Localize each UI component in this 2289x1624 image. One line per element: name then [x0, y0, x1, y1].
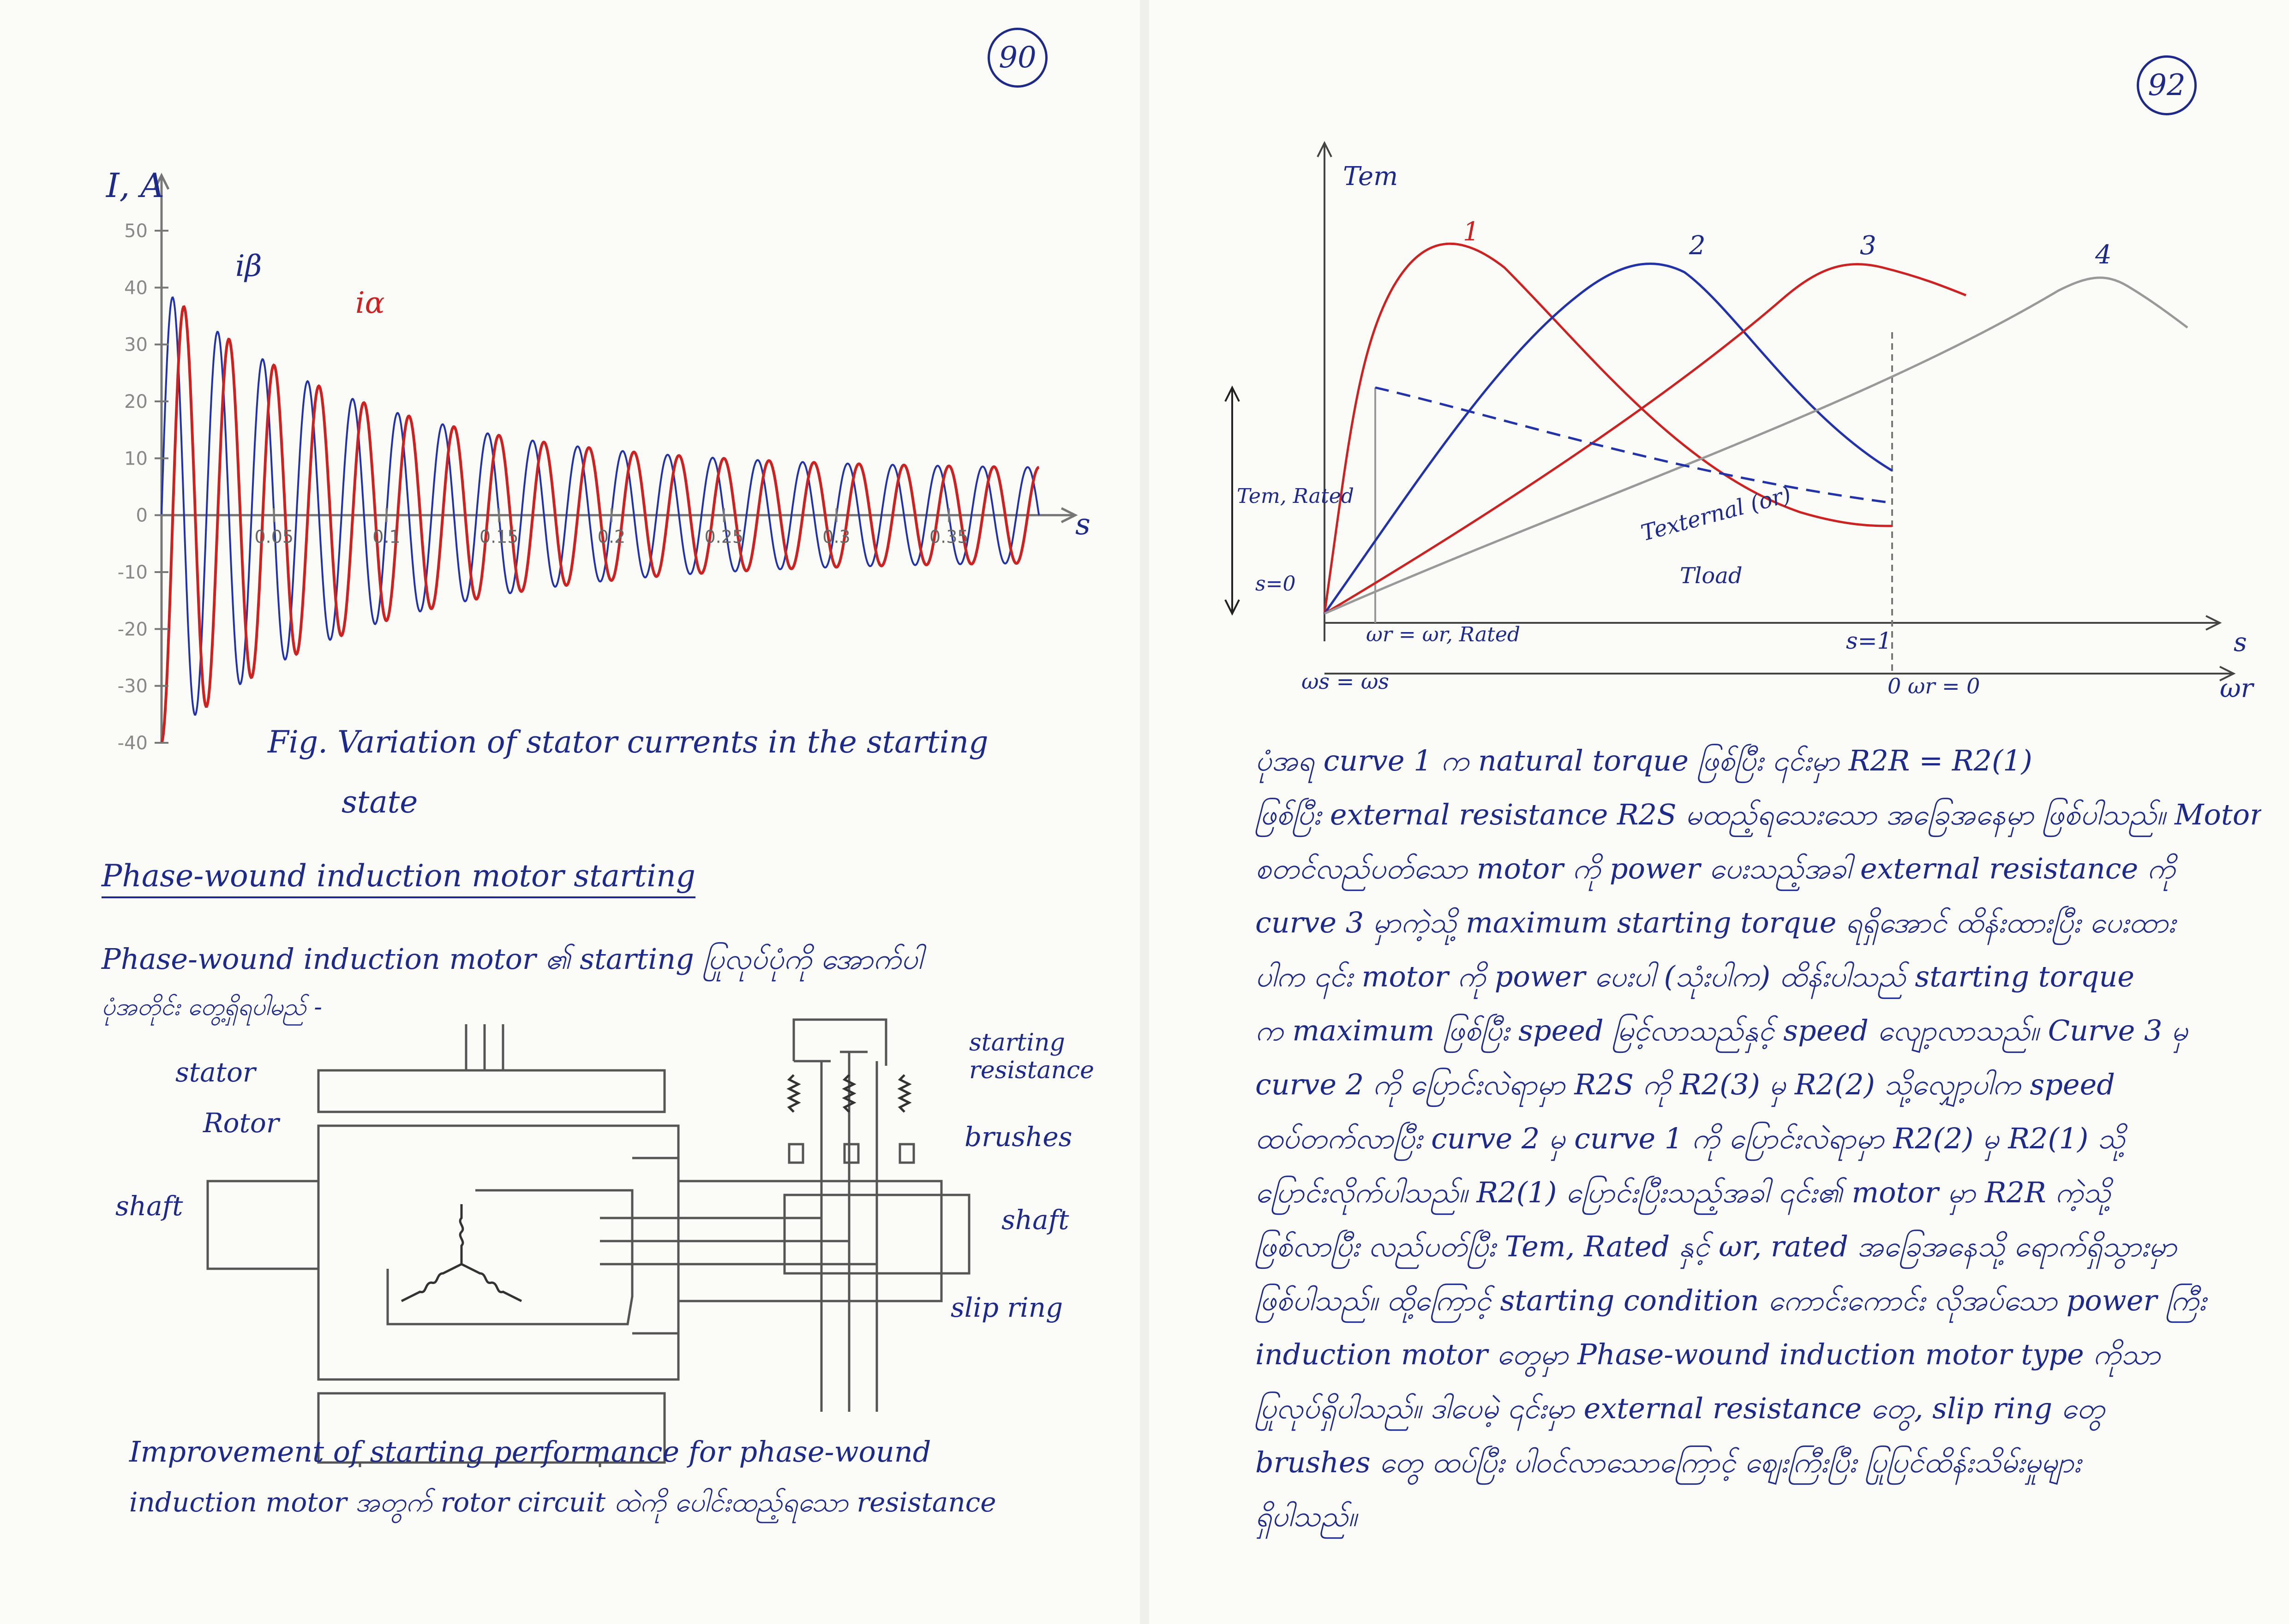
x-axis-arrow: [1061, 507, 1078, 523]
motor-diagram: [206, 1018, 971, 1467]
series-line-ibeta: [161, 296, 1040, 716]
curve-label-4: 4: [2095, 240, 2112, 270]
label-shaft-left: shaft: [115, 1190, 183, 1222]
intro-line2: ပုံအတိုင်း တွေ့ရှိရပါမည် -: [102, 993, 322, 1021]
curve-label-2: 2: [1689, 231, 1706, 261]
label-shaft-right: shaft: [1001, 1204, 1069, 1236]
x-tick-label: 0.3: [822, 527, 850, 547]
x-tick-label: 0.1: [372, 527, 400, 547]
y-tick-label: -30: [118, 676, 148, 697]
page-number-right: 92: [2137, 55, 2197, 115]
graph-xlabel-s: s: [2234, 627, 2247, 657]
x-tick-label: 0.05: [254, 527, 294, 547]
paragraph-line: ရှိပါသည်။: [1255, 1499, 1357, 1533]
paragraph-line: ဖြစ်ပြီး external resistance R2S မထည့်ရသ…: [1255, 798, 2261, 831]
label-ws: ωs = ωs: [1301, 669, 1390, 694]
x-tick-label: 0.2: [598, 527, 625, 547]
curve-label-3: 3: [1860, 231, 1876, 261]
right-page: [1149, 0, 2289, 1624]
paragraph-line: ဖြစ်လာပြီး လည်ပတ်ပြီး Tem, Rated နှင့် ω…: [1255, 1230, 2177, 1263]
paragraph-line: ပုံအရ curve 1 က natural torque ဖြစ်ပြီး …: [1255, 744, 2032, 777]
label-rotor: Rotor: [203, 1107, 279, 1139]
page-fold: [1140, 0, 1149, 1624]
paragraph-line: brushes တွေ ထပ်ပြီး ပါဝင်လာသောကြောင့် စျ…: [1255, 1445, 2081, 1479]
stator-current-chart: 50 40 30 20 10 0 -10 -20 -30 -40 0.05 0.1 0.15 0.2 0.2…: [118, 173, 1078, 754]
paragraph-line: ပါက ၎င်း motor ကို power ပေးပါ (သုံးပါက)…: [1255, 960, 2134, 993]
label-starting-resistance: starting resistance: [969, 1029, 1094, 1084]
paragraph-line: curve 3 မှာကဲ့သို့ maximum starting torq…: [1255, 906, 2176, 939]
torque-speed-graph: [1224, 141, 2236, 681]
graph-ylabel: Tem: [1343, 161, 1398, 191]
chart-ylabel: I, A: [106, 166, 165, 205]
paragraph-line: ထပ်တက်လာပြီး curve 2 မှ curve 1 ကို ပြော…: [1255, 1122, 2125, 1155]
y-tick-label: -10: [118, 562, 148, 583]
label-tem-rated: Tem, Rated: [1237, 484, 1354, 508]
paragraph-line: induction motor တွေမှာ Phase-wound induc…: [1255, 1337, 2161, 1371]
x-tick-label: 0.15: [479, 527, 519, 547]
chart-xlabel: s: [1075, 508, 1091, 542]
curve-label-1: 1: [1463, 217, 1480, 247]
y-tick-label: 50: [124, 221, 148, 242]
explanation-paragraph: ပုံအရ curve 1 က natural torque ဖြစ်ပြီး …: [1255, 734, 2261, 1543]
bottom-line2: induction motor အတွက် rotor circuit ထဲကိ…: [129, 1487, 996, 1518]
figure-caption-line2: state: [342, 784, 418, 820]
series-line-ialpha: [160, 305, 1040, 744]
y-tick-label: -40: [118, 733, 148, 754]
label-stator: stator: [175, 1057, 256, 1088]
label-wr0: 0 ωr = 0: [1888, 674, 1980, 699]
paragraph-line: က maximum ဖြစ်ပြီး speed မြင့်လာသည်နှင့်…: [1255, 1014, 2188, 1047]
intro-line1: Phase-wound induction motor ၏ starting ပ…: [102, 942, 923, 976]
series-label-ibeta: iβ: [235, 249, 262, 283]
y-tick-label: 0: [136, 505, 148, 526]
label-s0: s=0: [1255, 572, 1296, 596]
paragraph-line: ပြုလုပ်ရှိပါသည်။ ဒါပေမဲ့ ၎င်းမှာ externa…: [1255, 1391, 2105, 1425]
bottom-line1: Improvement of starting performance for …: [129, 1435, 931, 1469]
y-tick-label: 10: [124, 448, 148, 469]
label-s1: s=1: [1846, 627, 1892, 654]
x-tick-label: 0.25: [704, 527, 743, 547]
y-axis-arrow: [153, 173, 170, 190]
graph-xlabel-wr: ωr: [2220, 674, 2253, 704]
x-tick-label: 0.35: [929, 527, 969, 547]
label-slip-ring: slip ring: [951, 1292, 1063, 1323]
paragraph-line: စတင်လည်ပတ်သော motor ကို power ပေးသည့်အခါ…: [1255, 852, 2175, 885]
page-number-left: 90: [988, 28, 1048, 88]
y-tick-label: -20: [118, 619, 148, 640]
series-label-ialpha: iα: [355, 286, 385, 320]
label-brushes: brushes: [965, 1121, 1073, 1152]
left-page: [0, 0, 1140, 1624]
label-t-load: Tload: [1680, 563, 1743, 589]
paragraph-line: curve 2 ကို ပြောင်းလဲရာမှာ R2S ကို R2(3)…: [1255, 1068, 2115, 1101]
section-heading: Phase-wound induction motor starting: [102, 858, 695, 898]
figure-caption-line1: Fig. Variation of stator currents in the…: [268, 724, 989, 760]
y-tick-label: 40: [124, 277, 148, 299]
paragraph-line: ပြောင်းလိုက်ပါသည်။ R2(1) ပြောင်းပြီးသည့်…: [1255, 1176, 2111, 1209]
y-tick-label: 20: [124, 391, 148, 412]
label-wr-rated: ωr = ωr, Rated: [1366, 623, 1521, 646]
paragraph-line: ဖြစ်ပါသည်။ ထို့ကြောင့် starting conditio…: [1255, 1284, 2206, 1317]
y-tick-label: 30: [124, 334, 148, 356]
